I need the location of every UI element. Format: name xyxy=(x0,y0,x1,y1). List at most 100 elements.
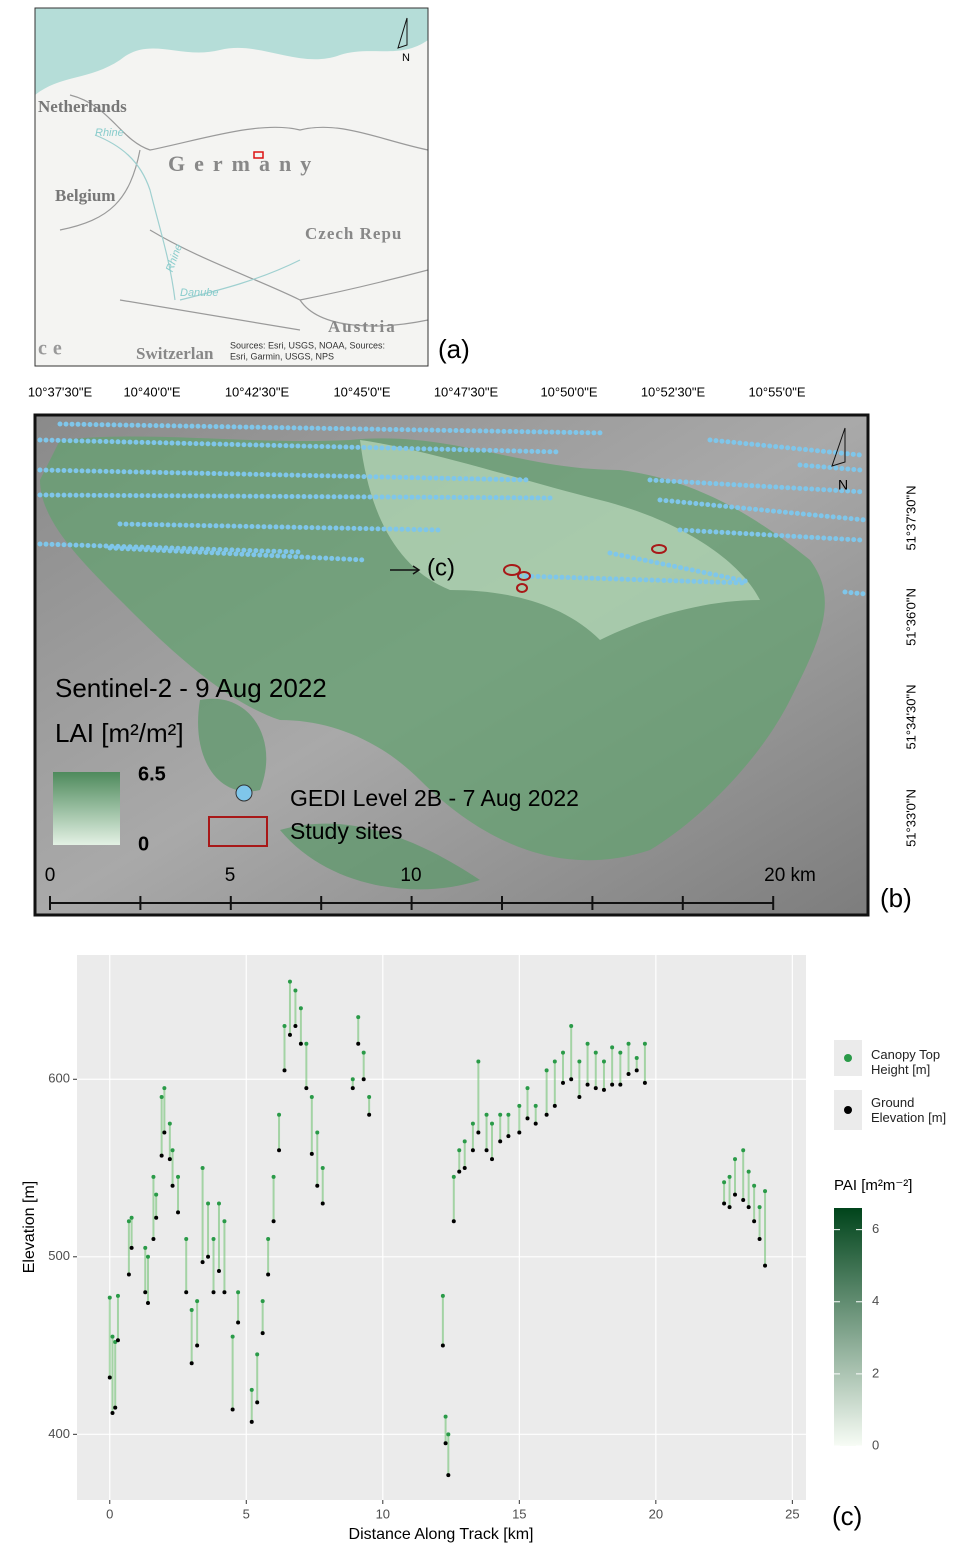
canopy-point xyxy=(143,1246,147,1250)
site-map: (c) Sentinel-2 - 9 Aug 2022 LAI [m²/m²] … xyxy=(35,415,868,915)
canopy-point xyxy=(266,1237,270,1241)
canopy-point xyxy=(362,1051,366,1055)
latitude-label: 51°36'0"N xyxy=(903,588,918,646)
country-label: ce xyxy=(38,338,68,360)
ground-point xyxy=(618,1083,622,1087)
canopy-point xyxy=(553,1060,557,1064)
x-tick-label: 5 xyxy=(243,1506,250,1521)
ground-point xyxy=(130,1246,134,1250)
country-label: Czech Repu xyxy=(305,224,402,243)
ground-point xyxy=(610,1083,614,1087)
colorbar-tick-label: 4 xyxy=(872,1293,879,1308)
canopy-point xyxy=(610,1045,614,1049)
ground-point xyxy=(452,1219,456,1223)
ground-point xyxy=(586,1083,590,1087)
canopy-point xyxy=(485,1113,489,1117)
legend-label: GEDI Level 2B - 7 Aug 2022 xyxy=(290,785,579,811)
canopy-point xyxy=(351,1077,355,1081)
ground-point xyxy=(310,1152,314,1156)
ground-point xyxy=(201,1260,205,1264)
canopy-point xyxy=(151,1175,155,1179)
river-label: Danube xyxy=(180,287,219,299)
canopy-point xyxy=(471,1122,475,1126)
ground-point xyxy=(184,1290,188,1294)
ground-point xyxy=(206,1255,210,1259)
canopy-point xyxy=(146,1255,150,1259)
canopy-point xyxy=(304,1042,308,1046)
ground-point xyxy=(728,1205,732,1209)
latitude-label: 51°37'30"N xyxy=(903,485,918,550)
legend-title: LAI [m²/m²] xyxy=(55,718,184,748)
legend-label: Study sites xyxy=(290,818,403,844)
country-label: Germany xyxy=(168,151,320,176)
longitude-label: 10°55'0"E xyxy=(748,384,805,399)
canopy-point xyxy=(498,1113,502,1117)
attribution: Sources: Esri, USGS, NOAA, Sources: xyxy=(230,340,385,350)
lai-min-label: 0 xyxy=(138,833,149,855)
map-title: Sentinel-2 - 9 Aug 2022 xyxy=(55,673,327,703)
scale-label: 5 xyxy=(225,865,236,886)
ground-point xyxy=(151,1237,155,1241)
ground-point xyxy=(643,1081,647,1085)
colorbar-tick-label: 0 xyxy=(872,1437,879,1452)
canopy-point xyxy=(561,1051,565,1055)
ground-point xyxy=(506,1134,510,1138)
ground-point xyxy=(176,1210,180,1214)
canopy-point xyxy=(747,1170,751,1174)
panel-label: (b) xyxy=(880,883,912,913)
ground-point xyxy=(635,1068,639,1072)
ground-point xyxy=(463,1166,467,1170)
x-axis-title: Distance Along Track [km] xyxy=(349,1526,534,1543)
canopy-point xyxy=(506,1113,510,1117)
canopy-point xyxy=(190,1308,194,1312)
ground-point xyxy=(236,1320,240,1324)
ground-point xyxy=(299,1042,303,1046)
ground-point xyxy=(143,1290,147,1294)
ground-point xyxy=(127,1273,131,1277)
ground-point xyxy=(526,1116,530,1120)
latitude-label: 51°33'0"N xyxy=(903,789,918,847)
ground-point xyxy=(476,1131,480,1135)
ground-point xyxy=(553,1104,557,1108)
river-label: Rhine xyxy=(95,127,124,139)
ground-point xyxy=(272,1219,276,1223)
legend-label: Canopy Top Height [m] xyxy=(871,1047,971,1077)
canopy-point xyxy=(110,1335,114,1339)
y-tick-label: 500 xyxy=(48,1248,70,1263)
canopy-point xyxy=(261,1299,265,1303)
canopy-point xyxy=(160,1095,164,1099)
ground-point xyxy=(168,1157,172,1161)
canopy-point xyxy=(201,1166,205,1170)
canopy-point xyxy=(763,1189,767,1193)
canopy-point xyxy=(168,1122,172,1126)
ground-point xyxy=(577,1095,581,1099)
ground-point xyxy=(545,1113,549,1117)
canopy-point xyxy=(195,1299,199,1303)
ground-point xyxy=(446,1473,450,1477)
scale-label: 10 xyxy=(400,865,421,886)
scale-label: 0 xyxy=(45,865,56,886)
panel-label: (c) xyxy=(832,1501,862,1531)
figure-canvas: Netherlands Rhine Germany Belgium Czech … xyxy=(0,0,971,1546)
ground-point xyxy=(162,1131,166,1135)
canopy-point xyxy=(758,1205,762,1209)
ground-point xyxy=(351,1086,355,1090)
longitude-label: 10°50'0"E xyxy=(540,384,597,399)
canopy-point xyxy=(356,1015,360,1019)
ground-point xyxy=(110,1411,114,1415)
canopy-point xyxy=(127,1219,131,1223)
legend-label: Ground Elevation [m] xyxy=(871,1095,966,1125)
canopy-point xyxy=(171,1148,175,1152)
ground-point xyxy=(217,1269,221,1273)
ground-point xyxy=(277,1148,281,1152)
ground-point xyxy=(763,1264,767,1268)
ground-point xyxy=(741,1198,745,1202)
canopy-point xyxy=(217,1202,221,1206)
canopy-point xyxy=(444,1415,448,1419)
ground-point xyxy=(261,1331,265,1335)
panel-label: (a) xyxy=(438,334,470,364)
canopy-point xyxy=(534,1104,538,1108)
longitude-label: 10°45'0"E xyxy=(333,384,390,399)
canopy-point xyxy=(728,1175,732,1179)
ground-point xyxy=(250,1420,254,1424)
